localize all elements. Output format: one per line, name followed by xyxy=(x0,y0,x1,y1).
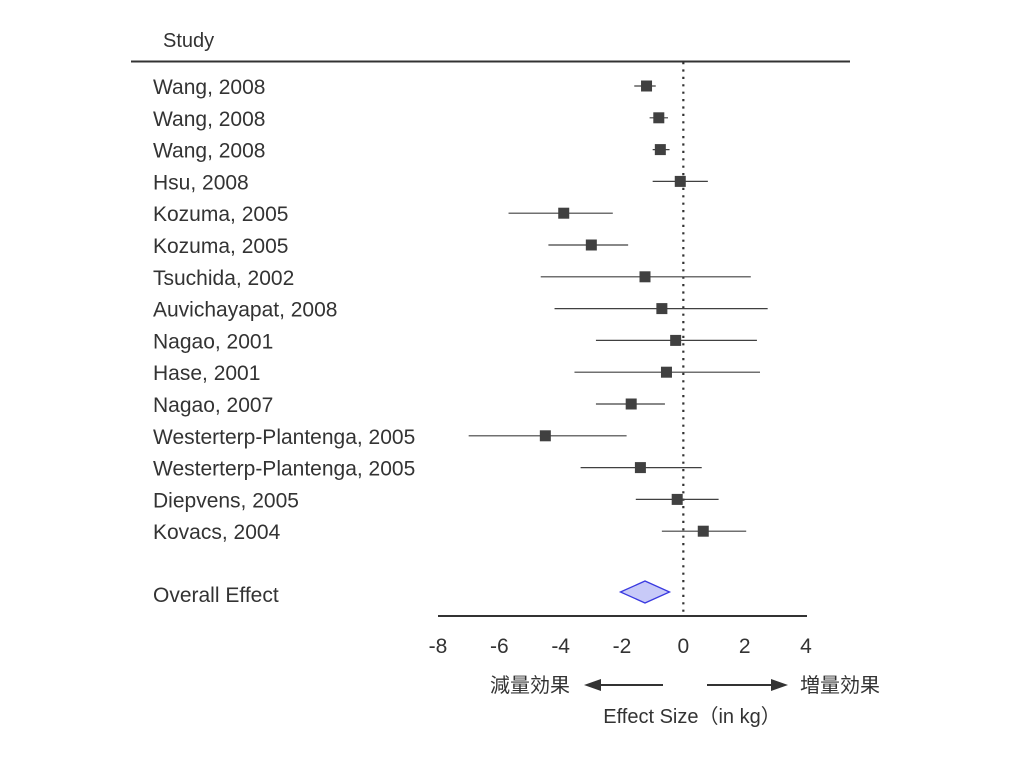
study-label: Wang, 2008 xyxy=(153,140,265,163)
study-label: Nagao, 2007 xyxy=(153,394,273,417)
left-arrow-label: 減量効果 xyxy=(490,673,570,697)
study-label: Westerterp-Plantenga, 2005 xyxy=(153,458,415,481)
point-estimate xyxy=(558,207,570,219)
left-arrow-head xyxy=(584,679,601,691)
study-label: Auvichayapat, 2008 xyxy=(153,299,337,322)
study-label: Wang, 2008 xyxy=(153,76,265,99)
point-estimate xyxy=(625,398,637,410)
point-estimate xyxy=(674,175,686,187)
study-label: Hsu, 2008 xyxy=(153,171,249,194)
point-estimate xyxy=(639,271,651,283)
x-tick-label: -8 xyxy=(429,635,448,658)
point-estimate xyxy=(641,80,653,92)
point-estimate xyxy=(654,144,666,156)
study-label: Tsuchida, 2002 xyxy=(153,267,294,290)
overall-effect-diamond xyxy=(618,580,672,604)
point-estimate xyxy=(585,239,597,251)
x-tick-label: 2 xyxy=(739,635,751,658)
point-estimate xyxy=(660,366,672,378)
x-axis-title: Effect Size（in kg） xyxy=(603,705,780,728)
study-label: Diepvens, 2005 xyxy=(153,489,299,512)
point-estimate xyxy=(656,303,668,315)
x-tick-label: -6 xyxy=(490,635,509,658)
study-label: Kozuma, 2005 xyxy=(153,203,288,226)
overall-effect-label: Overall Effect xyxy=(153,584,279,607)
study-label: Westerterp-Plantenga, 2005 xyxy=(153,426,415,449)
study-label: Hase, 2001 xyxy=(153,362,260,385)
right-arrow-head xyxy=(771,679,788,691)
point-estimate xyxy=(539,430,551,442)
study-label: Kovacs, 2004 xyxy=(153,521,281,544)
point-estimate xyxy=(671,493,683,505)
study-label: Kozuma, 2005 xyxy=(153,235,288,258)
x-tick-label: 0 xyxy=(677,635,689,658)
point-estimate xyxy=(634,462,646,474)
x-tick-label: -4 xyxy=(551,635,570,658)
point-estimate xyxy=(653,112,665,124)
right-arrow-label: 増量効果 xyxy=(800,673,880,697)
point-estimate xyxy=(697,525,709,537)
x-tick-label: 4 xyxy=(800,635,812,658)
study-label: Wang, 2008 xyxy=(153,108,265,131)
column-header-study: Study xyxy=(163,30,214,52)
x-tick-label: -2 xyxy=(613,635,632,658)
study-label: Nagao, 2001 xyxy=(153,330,273,353)
point-estimate xyxy=(670,334,682,346)
